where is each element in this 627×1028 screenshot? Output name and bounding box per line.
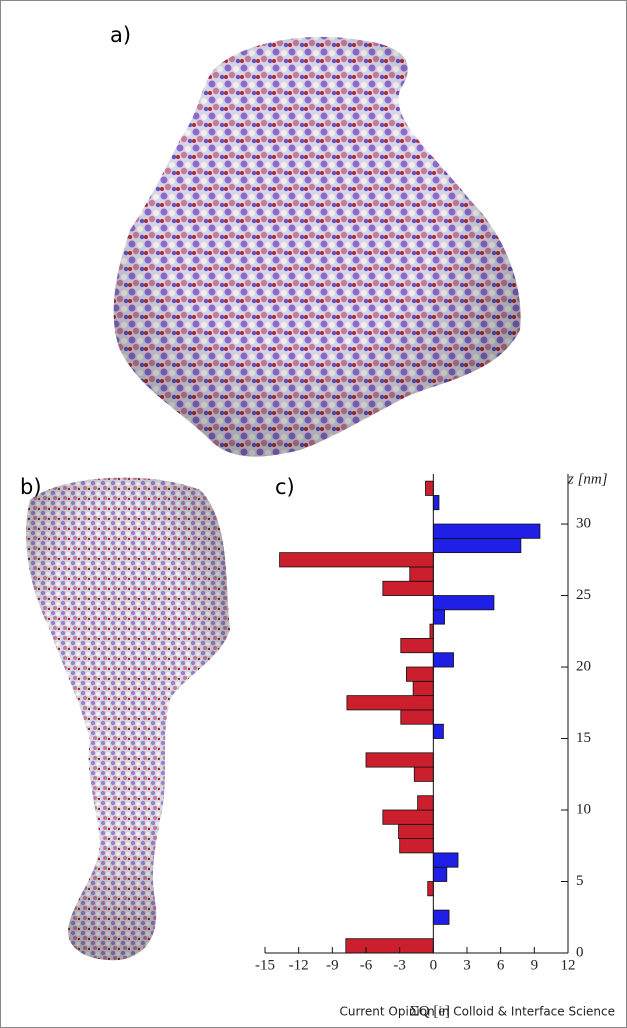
bar bbox=[432, 852, 459, 868]
panel-label: b) bbox=[20, 475, 42, 499]
panel-label: a) bbox=[110, 23, 131, 47]
bar bbox=[432, 609, 445, 625]
bar bbox=[432, 523, 541, 539]
bar bbox=[399, 838, 434, 854]
bar bbox=[427, 881, 434, 897]
bar bbox=[417, 795, 434, 811]
bar bbox=[400, 709, 434, 725]
protein-a bbox=[113, 36, 521, 457]
y-tick-label: 0 bbox=[576, 944, 584, 960]
bar bbox=[432, 595, 495, 611]
bar bbox=[382, 809, 434, 825]
bar bbox=[409, 566, 434, 582]
x-tick-label: 12 bbox=[561, 957, 576, 973]
x-tick-label: 3 bbox=[463, 957, 471, 973]
bar bbox=[346, 695, 434, 711]
bar bbox=[405, 666, 434, 682]
x-tick-label: -12 bbox=[289, 957, 309, 973]
x-tick-label: 6 bbox=[497, 957, 505, 973]
bar bbox=[432, 652, 454, 668]
x-tick-label: -9 bbox=[326, 957, 339, 973]
panel-label: c) bbox=[275, 475, 295, 499]
x-tick-label: -15 bbox=[255, 957, 275, 973]
bar bbox=[425, 480, 434, 496]
y-tick-label: 5 bbox=[576, 873, 584, 889]
bar bbox=[382, 580, 434, 596]
y-axis-label: z [nm] bbox=[567, 471, 608, 487]
bar bbox=[345, 938, 434, 954]
footer: Current Opinion in Colloid & Interface S… bbox=[340, 1005, 615, 1019]
x-tick-label: 9 bbox=[531, 957, 539, 973]
y-tick-label: 30 bbox=[576, 515, 591, 531]
bar bbox=[432, 537, 522, 554]
x-axis-label: ΣQ [e] bbox=[410, 1003, 450, 1019]
x-tick-label: -6 bbox=[360, 957, 373, 973]
protein-b bbox=[26, 477, 231, 961]
bar bbox=[412, 680, 434, 697]
y-tick-label: 10 bbox=[576, 801, 591, 817]
bar bbox=[432, 909, 450, 925]
bar bbox=[432, 866, 448, 882]
x-tick-label: -3 bbox=[393, 957, 406, 973]
bar bbox=[400, 638, 434, 654]
x-tick-label: 0 bbox=[430, 957, 438, 973]
bar bbox=[398, 823, 434, 840]
bar bbox=[429, 623, 434, 639]
bar bbox=[279, 552, 434, 568]
bar bbox=[413, 766, 434, 782]
bar bbox=[365, 752, 434, 768]
y-tick-label: 15 bbox=[576, 730, 591, 746]
bar bbox=[432, 495, 440, 511]
y-tick-label: 20 bbox=[576, 658, 591, 674]
y-tick-label: 25 bbox=[576, 587, 591, 603]
bar bbox=[432, 723, 444, 739]
